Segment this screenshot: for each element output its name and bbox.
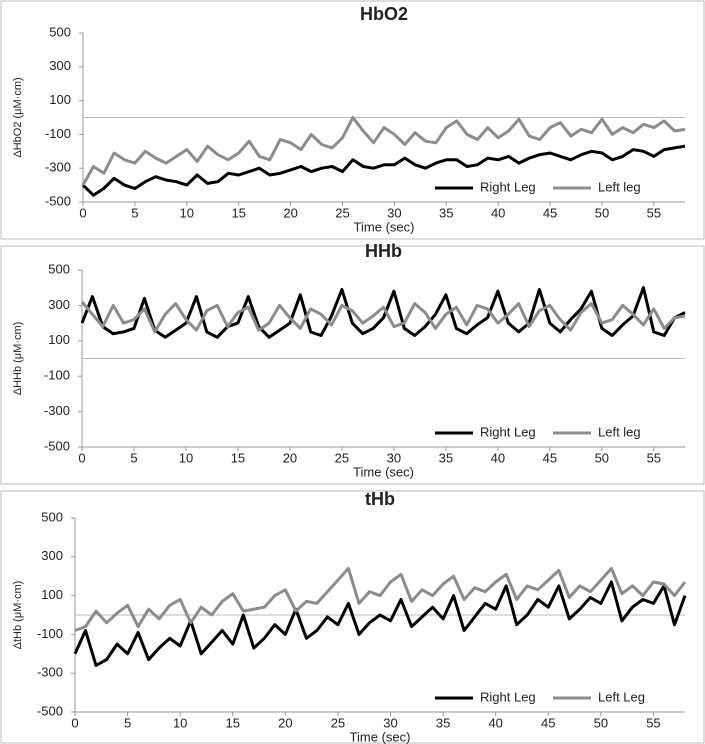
x-axis-label: Time (sec)	[350, 729, 411, 744]
x-tick-label: 40	[491, 450, 505, 465]
x-tick-label: 0	[79, 205, 86, 220]
y-tick-label: -500	[44, 438, 70, 453]
y-tick-label: -300	[44, 403, 70, 418]
x-tick-label: 20	[283, 450, 297, 465]
y-tick-label: 500	[48, 261, 70, 276]
x-tick-label: 5	[131, 205, 138, 220]
x-tick-label: 15	[231, 450, 245, 465]
chart-title: HHb	[365, 241, 402, 261]
x-tick-label: 25	[335, 450, 349, 465]
panel-frame	[0, 245, 705, 485]
y-tick-label: 500	[49, 24, 71, 39]
chart-title: tHb	[365, 489, 395, 509]
y-tick-label: -100	[44, 368, 70, 383]
x-tick-label: 35	[436, 715, 450, 730]
x-tick-label: 0	[78, 450, 85, 465]
legend-label: Right Leg	[480, 179, 536, 194]
y-tick-label: 100	[49, 92, 71, 107]
x-tick-label: 25	[331, 715, 345, 730]
x-tick-label: 15	[231, 205, 245, 220]
y-tick-label: 300	[48, 297, 70, 312]
x-tick-label: 45	[543, 205, 557, 220]
y-tick-label: -500	[45, 193, 71, 208]
x-tick-label: 5	[130, 450, 137, 465]
y-tick-label: -300	[45, 160, 71, 175]
x-tick-label: 40	[488, 715, 502, 730]
legend-label: Right Leg	[480, 424, 536, 439]
x-tick-label: 55	[646, 715, 660, 730]
data-line	[80, 300, 686, 334]
x-tick-label: 15	[226, 715, 240, 730]
y-axis-label: ΔtHb (μM·cm)	[12, 581, 24, 650]
x-tick-label: 25	[335, 205, 349, 220]
y-tick-label: -300	[37, 665, 63, 680]
legend-label: Right Leg	[480, 689, 536, 704]
x-tick-label: 45	[543, 450, 557, 465]
y-tick-label: 500	[41, 509, 63, 524]
y-tick-label: 300	[41, 548, 63, 563]
y-tick-label: 100	[48, 332, 70, 347]
x-tick-label: 30	[383, 715, 397, 730]
x-tick-label: 10	[173, 715, 187, 730]
x-tick-label: 50	[595, 450, 609, 465]
data-line	[74, 566, 687, 632]
x-tick-label: 35	[439, 205, 453, 220]
x-tick-label: 45	[541, 715, 555, 730]
x-tick-label: 30	[387, 450, 401, 465]
y-axis-label: ΔHbO2 (μM·cm)	[12, 77, 24, 157]
x-tick-label: 35	[439, 450, 453, 465]
legend-label: Left leg	[598, 179, 641, 194]
x-tick-label: 40	[491, 205, 505, 220]
panel-frame	[0, 0, 705, 240]
data-line	[81, 144, 686, 197]
x-tick-label: 50	[594, 715, 608, 730]
panel-frame	[0, 490, 705, 744]
x-tick-label: 20	[278, 715, 292, 730]
x-tick-label: 0	[71, 715, 78, 730]
y-axis-label: ΔHHb (μM·cm)	[12, 322, 24, 396]
y-tick-label: -100	[37, 626, 63, 641]
x-tick-label: 50	[595, 205, 609, 220]
data-line	[80, 286, 686, 339]
x-tick-label: 5	[124, 715, 131, 730]
y-tick-label: 100	[41, 587, 63, 602]
x-tick-label: 10	[180, 205, 194, 220]
legend-label: Left leg	[598, 424, 641, 439]
y-tick-label: 300	[49, 58, 71, 73]
y-tick-label: -100	[45, 126, 71, 141]
legend-label: Left Leg	[598, 689, 645, 704]
x-tick-label: 55	[647, 450, 661, 465]
x-tick-label: 10	[179, 450, 193, 465]
data-line	[81, 116, 686, 186]
y-tick-label: -500	[37, 703, 63, 718]
x-axis-label: Time (sec)	[353, 464, 414, 479]
x-tick-label: 20	[283, 205, 297, 220]
x-axis-label: Time (sec)	[354, 219, 415, 234]
x-tick-label: 30	[387, 205, 401, 220]
x-tick-label: 55	[647, 205, 661, 220]
data-line	[73, 580, 687, 667]
chart-title: HbO2	[360, 4, 408, 24]
